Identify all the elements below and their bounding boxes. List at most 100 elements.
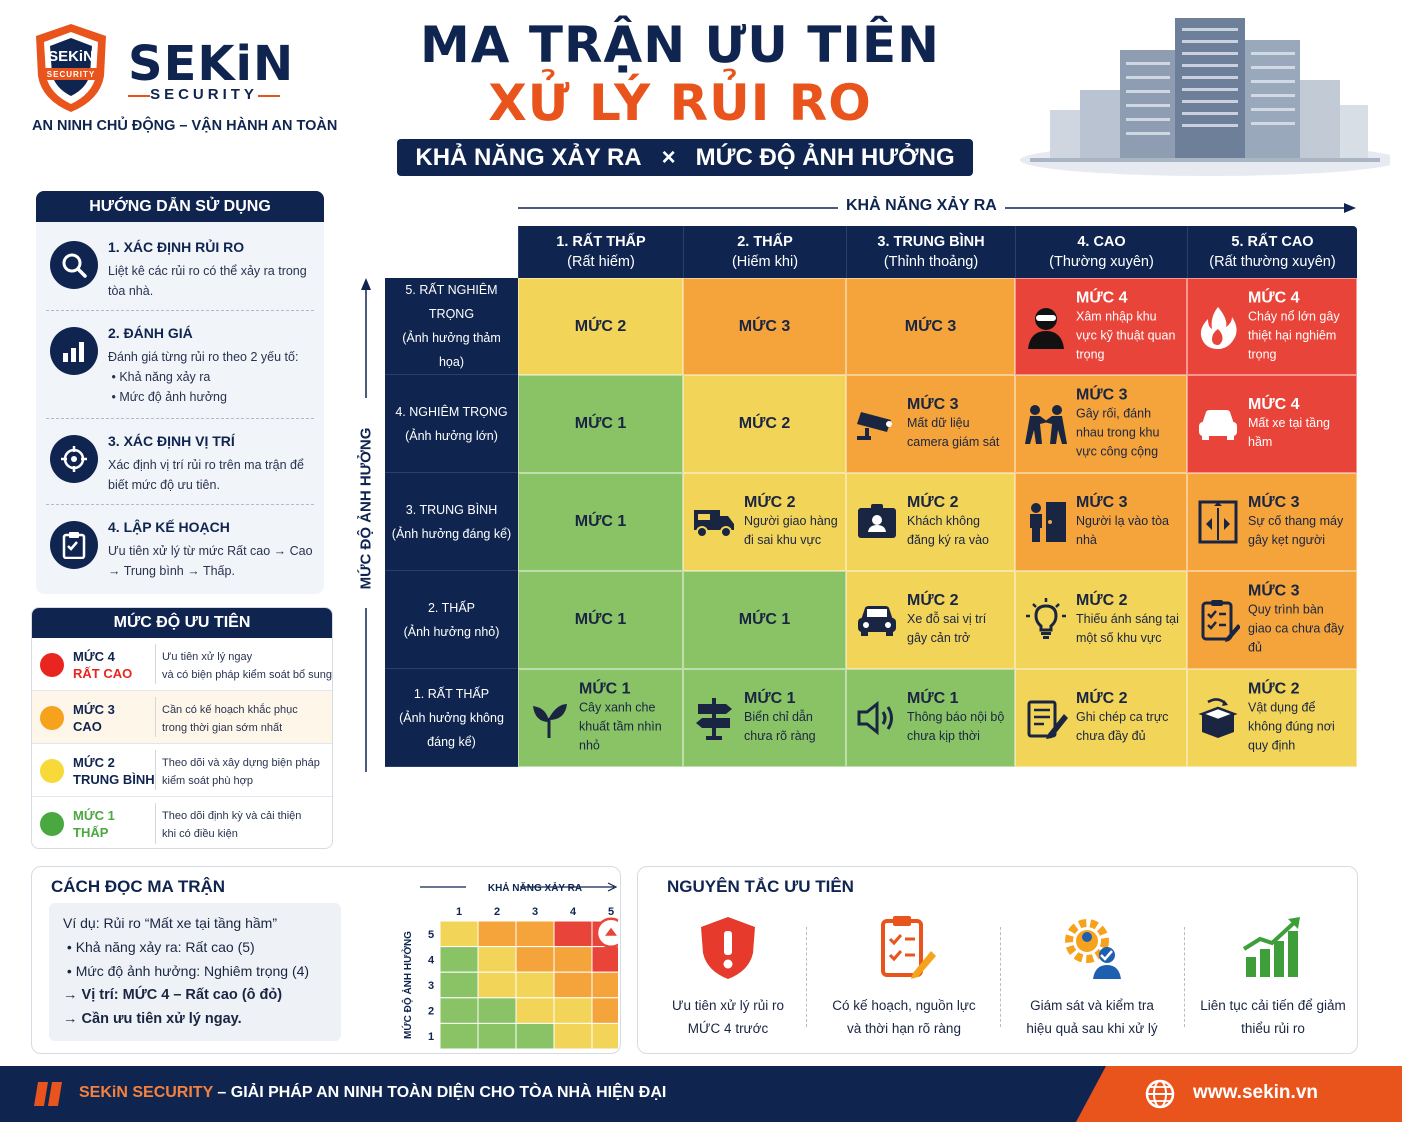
level-1-dot-icon bbox=[40, 812, 64, 836]
priority-level-name: RẤT CAO bbox=[73, 666, 133, 681]
crosshair-icon bbox=[50, 435, 98, 483]
cell-risk-desc: Mất dữ liệu camera giám sát bbox=[907, 416, 1000, 449]
guide-step-title: 1. XÁC ĐỊNH RỦI RO bbox=[108, 239, 245, 255]
matrix-cell: MỨC 1 Biển chỉ dẫn chưa rõ ràng bbox=[683, 669, 846, 767]
matrix-cell: MỨC 1 Thông báo nội bộ chưa kịp thời bbox=[846, 669, 1015, 767]
guide-step-1: 1. XÁC ĐỊNH RỦI RO Liệt kê các rủi ro có… bbox=[36, 225, 324, 311]
mini-matrix-cell bbox=[477, 971, 517, 999]
matrix-cell: MỨC 3 Sự cố thang máy gây kẹt người bbox=[1187, 473, 1357, 571]
level-4-dot-icon bbox=[40, 653, 64, 677]
mini-matrix-cell bbox=[515, 997, 555, 1024]
signpost-icon bbox=[692, 696, 736, 740]
mini-x-tick: 1 bbox=[456, 906, 462, 918]
mini-matrix-cell bbox=[515, 971, 555, 999]
cell-risk-desc: Thông báo nội bộ chưa kịp thời bbox=[907, 710, 1005, 743]
mini-y-tick: 1 bbox=[428, 1031, 434, 1043]
row-header: 2. THẤP (Ảnh hưởng nhỏ) bbox=[385, 571, 518, 669]
car-icon bbox=[855, 598, 899, 642]
cell-level: MỨC 2 bbox=[907, 494, 959, 511]
priority-desc-line: Cần có kế hoạch khắc phục bbox=[162, 704, 298, 716]
principle-text: Liên tục cải tiến để giảm thiểu rủi ro bbox=[1183, 994, 1363, 1040]
mini-matrix-cell bbox=[553, 920, 593, 948]
matrix-cell: MỨC 4 Mất xe tại tầng hầm bbox=[1187, 375, 1357, 473]
principle-text: Ưu tiên xử lý rủi ro MỨC 4 trước bbox=[638, 994, 818, 1040]
guide-step-title: 4. LẬP KẾ HOẠCH bbox=[108, 519, 230, 535]
column-header-name: 5. RẤT CAO bbox=[1231, 234, 1314, 250]
reading-bullet: • Mức độ ảnh hưởng: Nghiêm trọng (4) bbox=[63, 963, 310, 979]
cell-level: MỨC 1 bbox=[744, 690, 796, 707]
checklist-icon bbox=[1196, 598, 1240, 642]
principle-item: Giám sát và kiểm tra hiệu quả sau khi xử … bbox=[1002, 913, 1182, 1043]
mini-matrix-cell bbox=[553, 971, 593, 999]
cell-level: MỨC 2 bbox=[1076, 592, 1128, 609]
matrix-cell: MỨC 1 bbox=[518, 375, 683, 473]
speaker-icon bbox=[855, 696, 899, 740]
row-header: 4. NGHIÊM TRỌNG (Ảnh hưởng lớn) bbox=[385, 375, 518, 473]
priority-level-number: MỨC 1 bbox=[73, 808, 115, 823]
priority-desc: Ưu tiên xử lý ngay và có biện pháp kiểm s… bbox=[162, 648, 332, 684]
mini-x-arrow bbox=[420, 882, 618, 892]
cell-risk-desc: Gây rối, đánh nhau trong khu vực công cộ… bbox=[1076, 406, 1160, 459]
guide-step-desc: Ưu tiên xử lý từ mức Rất cao → Cao → Tru… bbox=[108, 544, 313, 578]
cell-level: MỨC 1 bbox=[579, 680, 631, 698]
row-header-sub: (Ảnh hưởng thảm họa) bbox=[402, 331, 501, 369]
row-header: 5. RẤT NGHIÊM TRỌNG (Ảnh hưởng thảm họa) bbox=[385, 278, 518, 375]
principle-text: Có kế hoạch, nguồn lực và thời hạn rõ ràn… bbox=[814, 994, 994, 1040]
mini-y-label: MỨC ĐỘ ẢNH HƯỞNG bbox=[401, 931, 414, 1039]
priority-desc-line: Theo dõi định kỳ và cải thiện bbox=[162, 810, 302, 822]
guide-step-2: 2. ĐÁNH GIÁ Đánh giá từng rủi ro theo 2 … bbox=[36, 311, 324, 419]
reading-bullet-text: Mức độ ảnh hưởng: Nghiêm trọng (4) bbox=[75, 963, 310, 979]
priority-row: MỨC 1 THẤP Theo dõi định kỳ và cải thiện k… bbox=[32, 797, 332, 848]
principle-item: Ưu tiên xử lý rủi ro MỨC 4 trước bbox=[638, 913, 818, 1043]
priority-desc: Theo dõi định kỳ và cải thiện khi có điều… bbox=[162, 807, 301, 843]
principle-line: Có kế hoạch, nguồn lực bbox=[832, 998, 976, 1013]
subbar-times: × bbox=[661, 143, 676, 171]
priority-level: MỨC 4 RẤT CAO bbox=[73, 648, 132, 682]
fight-icon bbox=[1024, 402, 1068, 446]
column-header-name: 3. TRUNG BÌNH bbox=[877, 234, 985, 250]
cell-risk-desc: Sự cố thang máy gây kẹt người bbox=[1248, 514, 1344, 547]
website-link[interactable]: www.sekin.vn bbox=[1193, 1082, 1318, 1103]
reading-example: Ví dụ: Rủi ro “Mất xe tại tầng hầm” • Kh… bbox=[49, 903, 341, 1041]
cell-level: MỨC 2 bbox=[744, 494, 796, 511]
cell-risk-desc: Vật dụng để không đúng nơi quy định bbox=[1248, 700, 1335, 753]
principle-line: Liên tục cải tiến để giảm bbox=[1200, 998, 1346, 1013]
page-title-accent: XỬ LÝ RỦI RO bbox=[488, 74, 872, 132]
cell-level: MỨC 1 bbox=[738, 611, 791, 628]
mini-matrix-cell bbox=[515, 946, 555, 973]
delivery-truck-icon bbox=[692, 500, 736, 544]
mini-x-tick: 2 bbox=[494, 906, 500, 918]
cell-risk-desc: Ghi chép ca trực chưa đầy đủ bbox=[1076, 710, 1169, 743]
priority-row: MỨC 3 CAO Cần có kế hoạch khắc phục trong … bbox=[32, 691, 332, 744]
search-icon bbox=[50, 241, 98, 289]
column-header-sub: (Rất thường xuyên) bbox=[1209, 254, 1336, 270]
impact-axis-label: MỨC ĐỘ ẢNH HƯỞNG bbox=[357, 427, 375, 590]
cell-risk-desc: Người lạ vào tòa nhà bbox=[1076, 514, 1169, 547]
priority-level-number: MỨC 2 bbox=[73, 755, 115, 770]
reading-example-title: Ví dụ: Rủi ro “Mất xe tại tầng hầm” bbox=[63, 915, 277, 931]
reading-result: → Vị trí: MỨC 4 – Rất cao (ô đỏ) bbox=[63, 987, 283, 1003]
gear-person-icon bbox=[1065, 919, 1121, 979]
cell-level: MỨC 2 bbox=[1076, 690, 1128, 707]
matrix-cell: MỨC 2 Vật dụng để không đúng nơi quy định bbox=[1187, 669, 1357, 767]
column-header-sub: (Rất hiếm) bbox=[567, 254, 635, 270]
matrix-cell: MỨC 3 bbox=[683, 278, 846, 375]
cell-risk-desc: Mất xe tại tầng hầm bbox=[1248, 416, 1330, 449]
row-header-name: 2. THẤP bbox=[427, 600, 475, 615]
matrix-cell: MỨC 3 Người lạ vào tòa nhà bbox=[1015, 473, 1187, 571]
mini-matrix-cell bbox=[439, 946, 479, 973]
cell-level: MỨC 1 bbox=[907, 690, 959, 707]
row-header-sub: (Ảnh hưởng không đáng kể) bbox=[399, 710, 504, 749]
cell-level: MỨC 2 bbox=[907, 592, 959, 609]
column-header-sub: (Hiếm khi) bbox=[731, 254, 799, 270]
mini-matrix-cell bbox=[591, 997, 618, 1024]
principle-item: Có kế hoạch, nguồn lực và thời hạn rõ ràn… bbox=[814, 913, 994, 1043]
mini-matrix-cell bbox=[477, 1022, 517, 1050]
page-title: MA TRẬN ƯU TIÊN bbox=[420, 16, 940, 74]
how-to-read-title: CÁCH ĐỌC MA TRẬN bbox=[51, 877, 226, 896]
priority-level-name: CAO bbox=[73, 719, 102, 734]
alert-shield-icon bbox=[701, 917, 755, 979]
impact-axis-arrow bbox=[361, 278, 371, 772]
principles-panel: NGUYÊN TẮC ƯU TIÊN Ưu tiên xử lý rủi ro M… bbox=[637, 866, 1358, 1054]
